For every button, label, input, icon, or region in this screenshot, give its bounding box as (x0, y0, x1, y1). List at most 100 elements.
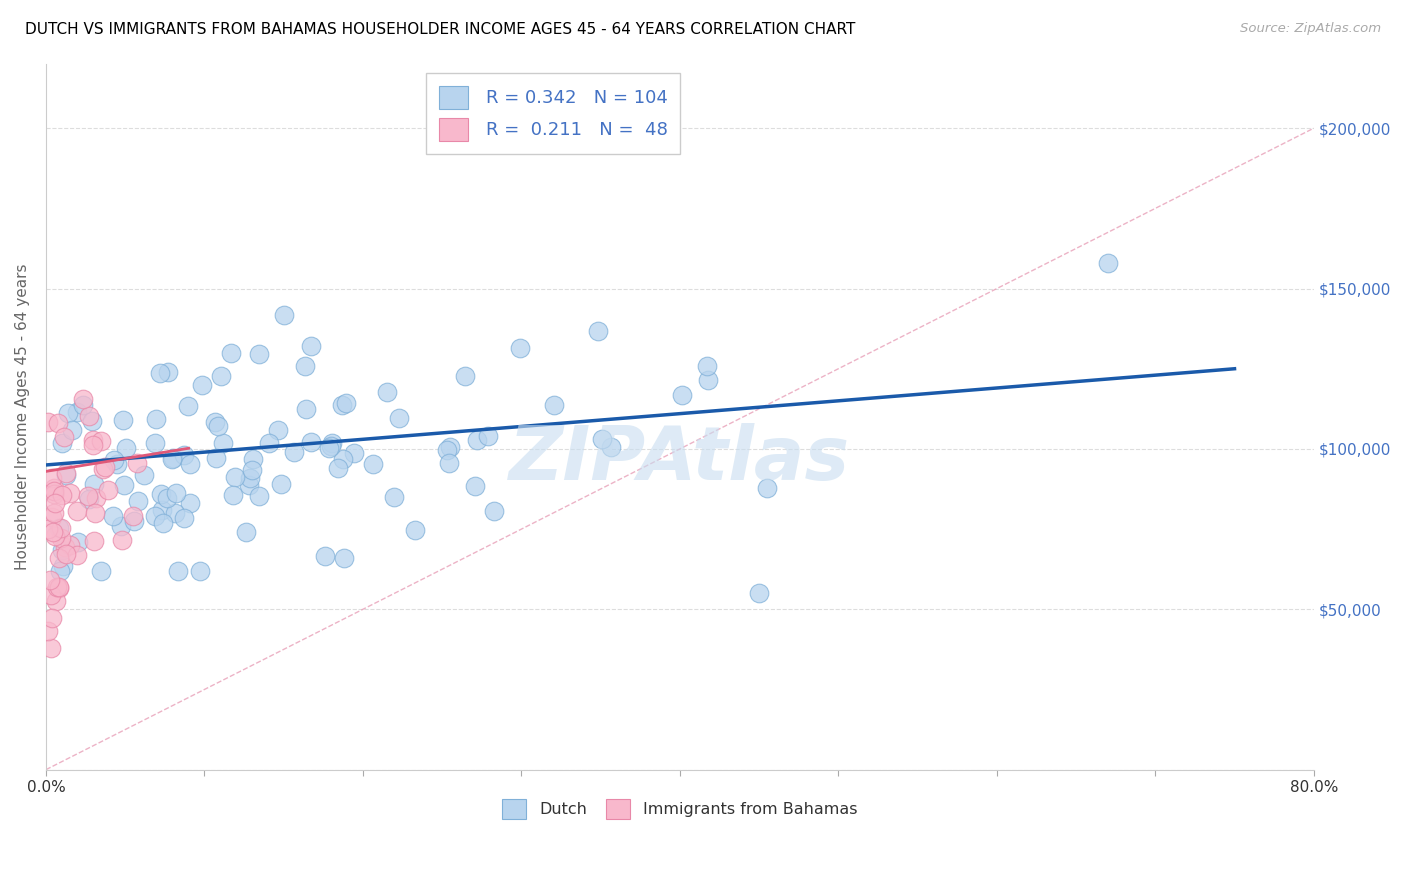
Point (77, 409, 100, 423)
Point (207, 419, 229, 434)
Point (80, 414, 103, 428)
Point (314, 549, 336, 564)
Point (437, 457, 460, 471)
Point (72, 399, 94, 413)
Point (335, 396, 357, 410)
Point (204, 415, 226, 429)
Point (76, 489, 98, 503)
Point (44, 496, 66, 510)
Point (45, 580, 67, 594)
Point (165, 486, 187, 500)
Point (477, 429, 499, 443)
Point (51, 543, 73, 558)
Point (111, 413, 134, 427)
Point (83, 506, 105, 520)
Point (239, 470, 262, 484)
Point (91, 462, 114, 476)
Point (110, 518, 132, 533)
Point (301, 339, 323, 353)
Point (179, 495, 201, 509)
Point (53, 541, 76, 555)
Point (55, 466, 77, 480)
Point (41, 471, 63, 485)
Point (48, 580, 70, 594)
Point (294, 359, 316, 373)
Point (96, 483, 118, 497)
Point (152, 516, 174, 531)
Text: Source: ZipAtlas.com: Source: ZipAtlas.com (1240, 22, 1381, 36)
Point (45, 594, 67, 608)
Point (508, 341, 530, 355)
Point (42, 524, 65, 539)
Point (49, 564, 72, 578)
Point (48, 550, 70, 565)
Text: DUTCH VS IMMIGRANTS FROM BAHAMAS HOUSEHOLDER INCOME AGES 45 - 64 YEARS CORRELATI: DUTCH VS IMMIGRANTS FROM BAHAMAS HOUSEHO… (25, 22, 856, 37)
Point (51, 436, 73, 450)
Point (332, 451, 354, 466)
Point (270, 477, 292, 491)
Point (49, 531, 72, 545)
Point (103, 453, 125, 467)
Point (44, 487, 66, 501)
Point (247, 346, 270, 360)
Point (273, 308, 295, 322)
Point (157, 365, 180, 379)
Point (588, 324, 610, 338)
Point (145, 412, 167, 426)
Point (188, 564, 211, 578)
Point (66, 548, 89, 562)
Point (156, 491, 179, 505)
Point (115, 441, 138, 455)
Text: ZIPAtlas: ZIPAtlas (509, 423, 851, 496)
Point (77, 491, 100, 506)
Point (48, 521, 70, 535)
Point (163, 507, 186, 521)
Point (48, 581, 70, 595)
Point (318, 441, 340, 455)
Point (748, 586, 770, 600)
Point (671, 388, 693, 402)
Point (51, 521, 73, 535)
Point (132, 468, 155, 483)
Point (240, 463, 263, 477)
Point (44, 529, 66, 543)
Point (149, 366, 172, 380)
Point (150, 487, 173, 501)
Point (59, 538, 82, 552)
Point (167, 564, 190, 578)
Point (51, 488, 73, 502)
Point (37, 416, 59, 430)
Legend: Dutch, Immigrants from Bahamas: Dutch, Immigrants from Bahamas (496, 793, 863, 825)
Point (41, 611, 63, 625)
Point (454, 369, 477, 384)
Point (160, 452, 183, 467)
Point (177, 399, 200, 413)
Point (83, 477, 105, 491)
Point (150, 503, 173, 517)
Point (90, 434, 112, 449)
Point (173, 448, 195, 462)
Point (55, 468, 77, 483)
Point (55, 547, 77, 561)
Point (52, 558, 75, 573)
Point (110, 533, 132, 547)
Point (330, 398, 353, 412)
Point (266, 423, 288, 437)
Point (464, 479, 486, 493)
Point (439, 441, 461, 455)
Point (299, 434, 322, 449)
Point (44, 481, 66, 495)
Point (101, 508, 124, 523)
Point (204, 451, 226, 466)
Point (39, 640, 62, 655)
Point (295, 402, 318, 417)
Point (247, 489, 270, 503)
Point (56, 406, 79, 420)
Point (436, 442, 458, 457)
Point (600, 440, 623, 454)
Point (212, 436, 235, 450)
Point (66, 535, 89, 549)
Point (127, 456, 149, 470)
Point (41, 509, 63, 524)
Point (179, 457, 201, 471)
